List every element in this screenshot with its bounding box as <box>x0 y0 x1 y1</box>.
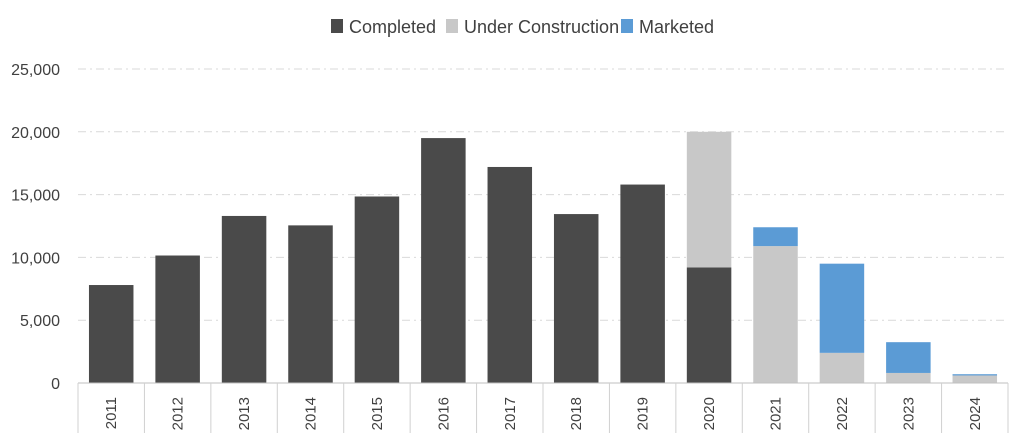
bar-under-construction-2024 <box>952 375 998 383</box>
x-tick-label: 2011 <box>103 397 120 429</box>
x-tick-label: 2017 <box>502 397 519 430</box>
x-tick-label: 2024 <box>967 397 984 430</box>
legend-swatch-under-construction <box>446 19 458 33</box>
x-tick-label: 2018 <box>568 397 585 430</box>
x-tick-label: 2022 <box>834 397 851 430</box>
legend-item-marketed: Marketed <box>621 17 714 37</box>
legend-label-under-construction: Under Construction <box>464 17 619 37</box>
legend-item-under-construction: Under Construction <box>446 17 619 37</box>
legend-swatch-marketed <box>621 19 633 33</box>
x-tick-label: 2023 <box>900 397 917 430</box>
legend-label-completed: Completed <box>349 17 436 37</box>
bar-completed-2017 <box>487 166 533 383</box>
bar-completed-2011 <box>88 285 134 383</box>
x-tick-label: 2013 <box>236 397 253 430</box>
y-axis-tick-labels: 0 5,000 10,000 15,000 20,000 25,000 <box>11 62 60 393</box>
x-tick-label: 2016 <box>435 397 452 430</box>
x-tick-label: 2020 <box>701 397 718 430</box>
x-tick-label: 2021 <box>768 397 785 430</box>
bar-marketed-2021 <box>753 227 798 247</box>
y-tick-label: 20,000 <box>11 125 60 142</box>
bar-marketed-2024 <box>952 374 998 376</box>
legend-swatch-completed <box>331 19 343 33</box>
bar-completed-2015 <box>354 196 400 383</box>
legend-item-completed: Completed <box>331 17 436 37</box>
bar-completed-2016 <box>421 138 466 383</box>
bar-completed-2019 <box>620 184 665 383</box>
bar-under-construction-2020 <box>686 131 732 268</box>
gridlines <box>78 68 1008 321</box>
y-tick-label: 15,000 <box>11 188 60 205</box>
bar-completed-2020 <box>686 267 732 383</box>
bar-under-construction-2023 <box>886 372 931 383</box>
legend: Completed Under Construction Marketed <box>331 17 714 37</box>
x-tick-label: 2014 <box>303 397 320 430</box>
bar-completed-2012 <box>155 255 200 383</box>
bar-under-construction-2022 <box>819 352 865 383</box>
bars <box>88 131 998 383</box>
x-axis: 2011 2012 2013 2014 2015 2016 2017 2018 2019 2020… <box>77 382 1009 433</box>
bar-under-construction-2021 <box>753 246 798 383</box>
x-tick-label: 2015 <box>369 397 386 430</box>
x-tick-label: 2012 <box>170 397 187 430</box>
y-tick-label: 0 <box>51 376 60 393</box>
y-tick-label: 25,000 <box>11 62 60 79</box>
y-tick-label: 5,000 <box>20 313 60 330</box>
x-tick-label: 2019 <box>635 397 652 430</box>
y-tick-label: 10,000 <box>11 250 60 267</box>
bar-marketed-2022 <box>819 263 865 353</box>
legend-label-marketed: Marketed <box>639 17 714 37</box>
bar-completed-2013 <box>221 215 267 383</box>
bar-completed-2014 <box>288 225 333 383</box>
bar-marketed-2023 <box>886 342 931 373</box>
bar-completed-2018 <box>553 214 599 383</box>
